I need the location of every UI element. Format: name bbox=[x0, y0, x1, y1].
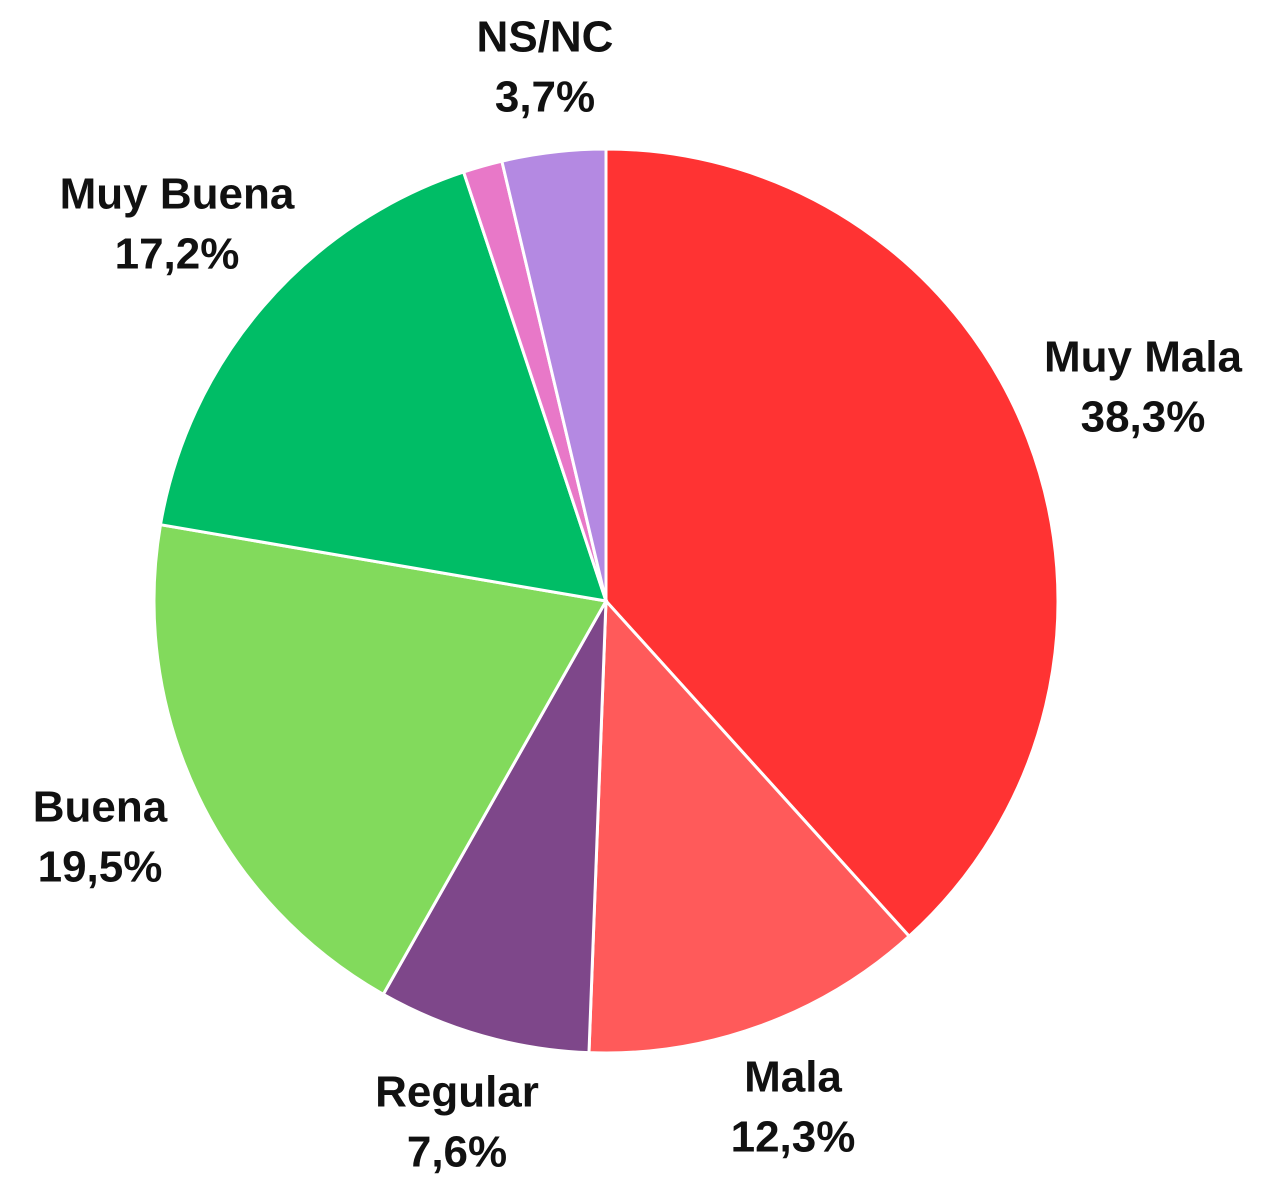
value-label: 12,3% bbox=[731, 1113, 856, 1162]
value-label: 3,7% bbox=[495, 73, 595, 122]
value-label: 17,2% bbox=[115, 230, 240, 279]
pie-slice bbox=[152, 522, 609, 997]
slice-label: Buena bbox=[33, 783, 168, 832]
pie-slice bbox=[381, 600, 608, 1055]
value-label: 19,5% bbox=[38, 843, 163, 892]
value-label: 7,6% bbox=[407, 1128, 507, 1177]
slice-label: Muy Buena bbox=[60, 170, 295, 219]
slice-label: NS/NC bbox=[477, 13, 614, 62]
slice-label: Muy Mala bbox=[1044, 333, 1243, 382]
slice-label: Regular bbox=[375, 1068, 539, 1117]
value-label: 38,3% bbox=[1081, 393, 1206, 442]
pie-slice bbox=[604, 147, 1060, 939]
pie-slice bbox=[587, 597, 912, 1055]
pie-slice bbox=[500, 147, 608, 602]
slice-label: Mala bbox=[744, 1053, 842, 1102]
pie-slice bbox=[158, 170, 609, 603]
